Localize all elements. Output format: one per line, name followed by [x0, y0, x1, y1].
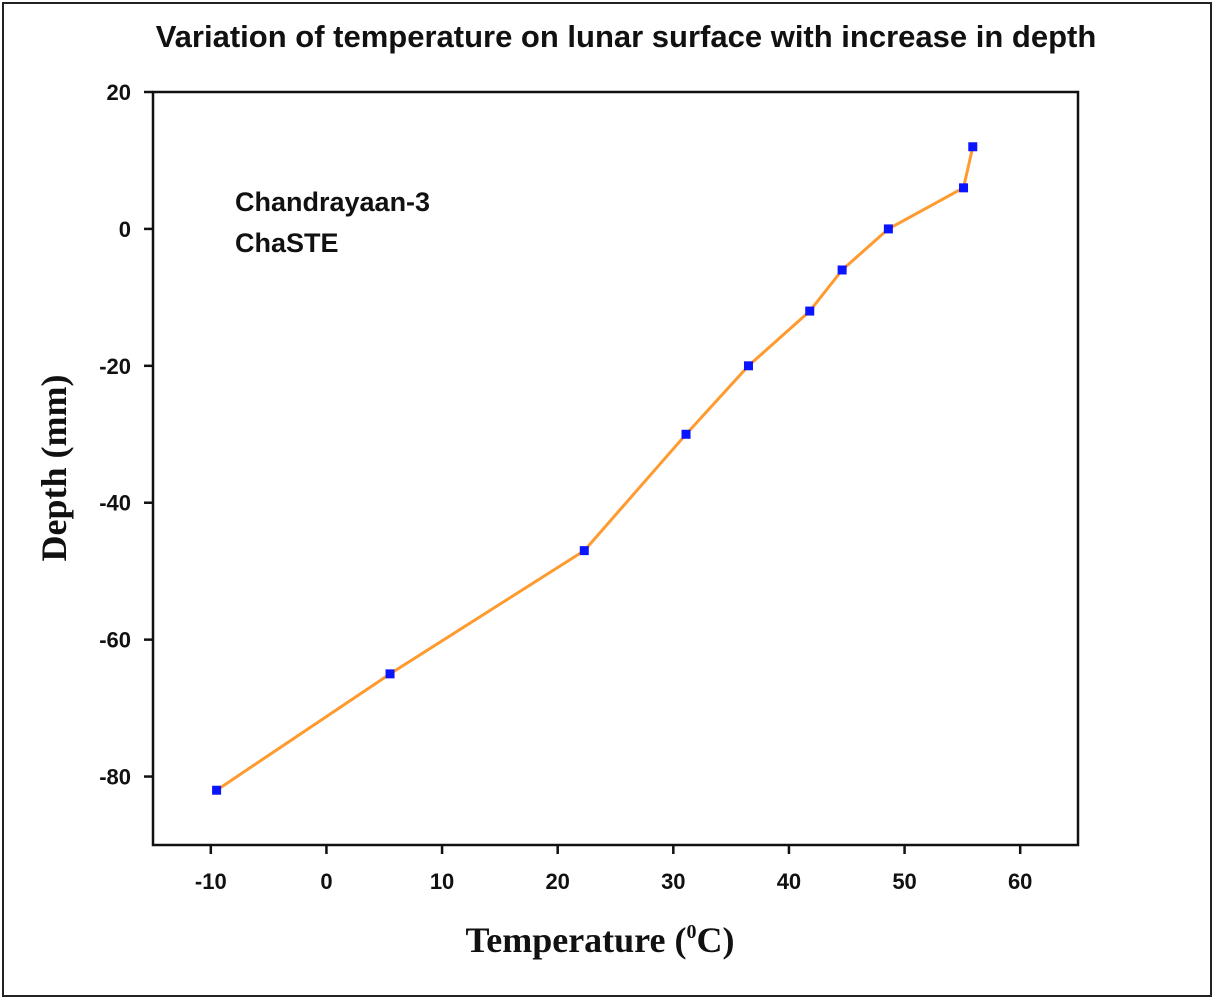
data-point [837, 265, 847, 275]
y-axis-title: Depth (mm) [34, 375, 74, 562]
y-tick-label: -60 [99, 628, 131, 653]
x-axis-title: Temperature (0C) [466, 920, 735, 960]
data-point [385, 669, 395, 679]
x-tick-label: 20 [545, 869, 569, 894]
x-tick-label: 50 [892, 869, 916, 894]
y-tick-label: 20 [107, 80, 131, 105]
x-axis-title-unit: C) [696, 920, 734, 960]
x-tick-label: 0 [320, 869, 332, 894]
x-axis-title-main: Temperature ( [466, 920, 687, 960]
x-tick-label: 60 [1008, 869, 1032, 894]
x-tick-label: 30 [661, 869, 685, 894]
data-point [959, 183, 969, 193]
data-point [743, 361, 753, 371]
x-axis: -10 0 10 20 30 40 50 60 [195, 845, 1032, 894]
y-tick-label: -20 [99, 354, 131, 379]
y-tick-label: 0 [119, 217, 131, 242]
data-point [681, 429, 691, 439]
x-tick-label: 10 [430, 869, 454, 894]
x-axis-title-superscript: 0 [686, 921, 696, 943]
annotation-instrument: ChaSTE [235, 228, 339, 258]
series-layer [212, 142, 978, 795]
data-point [883, 224, 893, 234]
x-tick-label: -10 [195, 869, 227, 894]
series-line [215, 146, 975, 792]
y-tick-label: -80 [99, 765, 131, 790]
plot-area [151, 90, 1080, 847]
chart-title: Variation of temperature on lunar surfac… [156, 19, 1097, 54]
y-axis: -80 -60 -40 -20 0 20 [99, 80, 153, 790]
annotation-mission: Chandrayaan-3 [235, 187, 430, 217]
annotation: Chandrayaan-3 ChaSTE [235, 187, 430, 258]
data-point [212, 785, 222, 795]
x-tick-label: 40 [777, 869, 801, 894]
data-point [579, 546, 589, 556]
data-point [805, 306, 815, 316]
data-point [968, 142, 978, 152]
y-tick-label: -40 [99, 491, 131, 516]
